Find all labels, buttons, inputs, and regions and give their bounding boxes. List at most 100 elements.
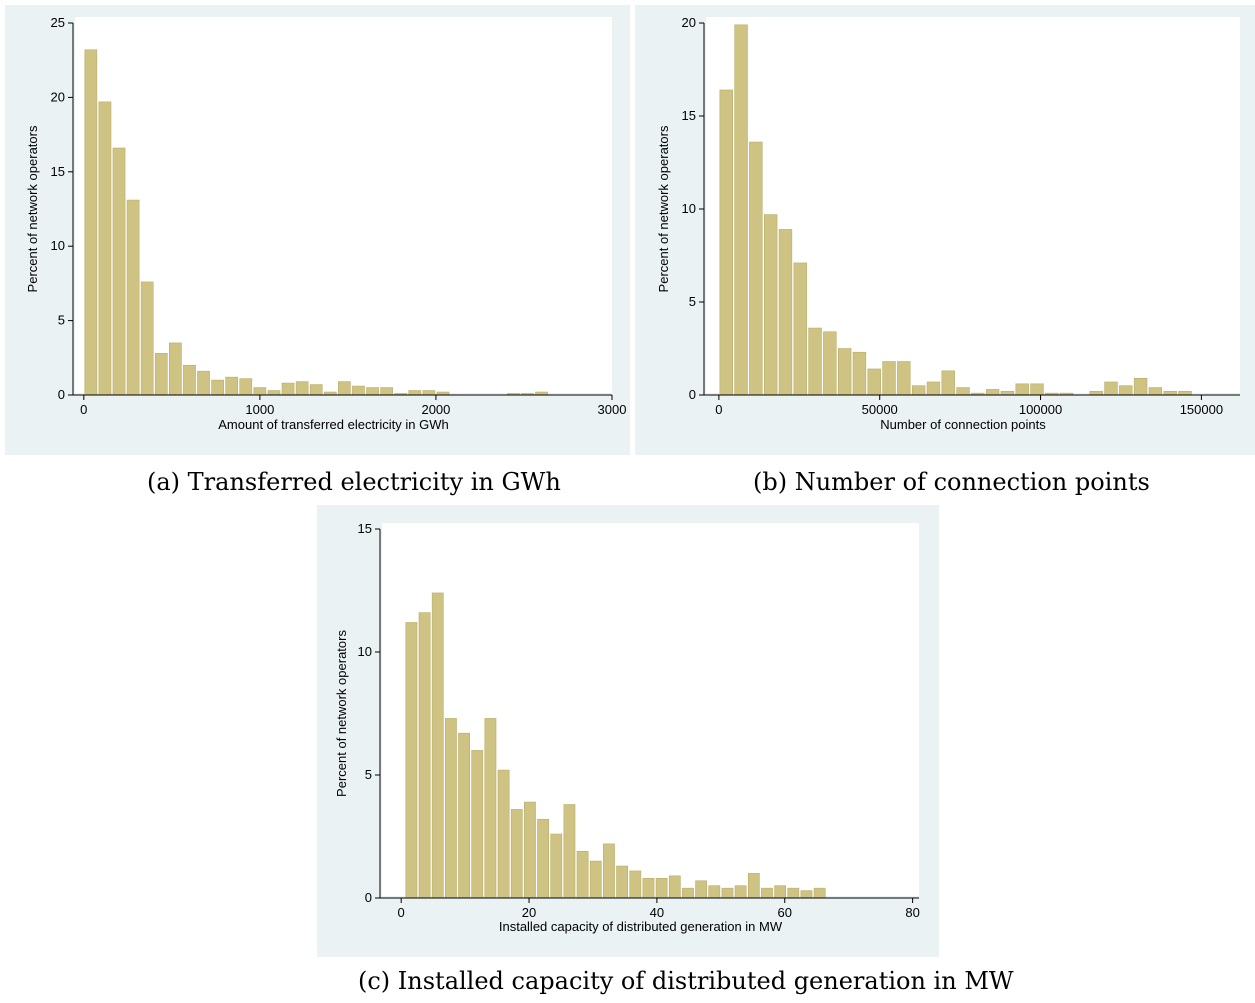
y-tick-label: 15: [51, 164, 65, 179]
histogram-bar: [537, 818, 549, 899]
histogram-bar: [852, 351, 867, 396]
histogram-bar: [352, 385, 365, 396]
histogram-bar: [823, 331, 837, 396]
histogram-bar: [793, 262, 807, 396]
histogram-bar: [1104, 381, 1118, 396]
caption-b: (b) Number of connection points: [753, 468, 1150, 496]
histogram-bar: [734, 24, 748, 396]
histogram-bar: [239, 378, 253, 396]
histogram-bar: [956, 387, 970, 396]
histogram-bar: [225, 376, 239, 396]
histogram-bar: [800, 890, 813, 899]
histogram-bar: [563, 804, 576, 899]
x-tick-label: 0: [80, 402, 87, 417]
histogram-bar: [183, 364, 196, 396]
histogram-bar: [408, 390, 422, 396]
histogram-bar: [655, 878, 668, 899]
histogram-bar: [763, 214, 778, 396]
histogram-bar: [1000, 390, 1015, 396]
x-axis-label: Number of connection points: [880, 417, 1046, 432]
y-tick-label: 0: [58, 387, 65, 402]
histogram-bar: [589, 860, 602, 899]
histogram-bar: [366, 387, 379, 396]
histogram-bar: [747, 873, 760, 899]
histogram-bar: [695, 880, 708, 899]
histogram-bar: [445, 718, 457, 899]
chart-panel-a: 0 5 10 15 20 25 0 1000 2000 3000 Amount of transfe…: [5, 5, 630, 455]
histogram-bar: [808, 327, 822, 396]
y-axis-label: Percent of network operators: [656, 125, 671, 292]
histogram-bar: [1030, 383, 1044, 396]
histogram-bar: [749, 141, 763, 396]
y-axis-label: Percent of network operators: [25, 125, 40, 292]
histogram-bar: [1015, 383, 1029, 396]
x-tick-label: 80: [905, 905, 919, 920]
histogram-bar: [787, 887, 800, 899]
y-tick-label: 15: [358, 521, 372, 536]
x-tick-label: 3000: [598, 402, 627, 417]
histogram-bar: [616, 865, 629, 899]
histogram-chart-c: 0 5 10 15 0 20 40 60 80 Installed capacity of dis…: [334, 521, 920, 934]
x-tick-label: 2000: [421, 402, 450, 417]
histogram-bar: [484, 718, 497, 899]
histogram-bar: [197, 370, 210, 396]
histogram-bar: [642, 878, 655, 899]
histogram-bar: [550, 833, 563, 899]
histogram-bar: [380, 387, 393, 396]
histogram-bar: [721, 887, 734, 899]
histogram-bar: [338, 381, 351, 396]
histogram-bar: [941, 370, 955, 396]
histogram-bar: [708, 885, 721, 899]
y-tick-label: 15: [682, 108, 696, 123]
y-tick-label: 5: [58, 313, 65, 328]
histogram-bar: [629, 870, 642, 899]
x-axis-label: Installed capacity of distributed genera…: [499, 919, 783, 934]
histogram-bar: [734, 885, 747, 899]
histogram-bar: [926, 381, 941, 396]
y-tick-label: 10: [682, 201, 696, 216]
histogram-bar: [1089, 390, 1103, 396]
histogram-bar: [497, 769, 510, 899]
x-axis-label: Amount of transferred electricity in GWh: [218, 417, 448, 432]
histogram-bar: [1119, 385, 1133, 396]
histogram-bar: [682, 887, 694, 899]
histogram-bar: [1133, 377, 1148, 396]
histogram-bar: [281, 382, 295, 396]
histogram-bar: [418, 612, 431, 899]
y-tick-label: 0: [365, 890, 372, 905]
histogram-bar: [471, 750, 484, 899]
histogram-bar: [911, 385, 926, 396]
histogram-bar: [897, 361, 911, 396]
histogram-bar: [668, 875, 681, 899]
histogram-bar: [140, 281, 154, 396]
histogram-bar: [98, 101, 112, 396]
histogram-bar: [761, 887, 773, 899]
histogram-bar: [1178, 390, 1192, 396]
histogram-bar: [405, 622, 418, 899]
y-tick-label: 20: [51, 89, 65, 104]
chart-panel-b: 0 5 10 15 20 0 50000 100000 150000 Number of conn…: [635, 5, 1255, 455]
x-tick-label: 0: [715, 402, 722, 417]
histogram-bar: [813, 887, 826, 899]
x-tick-label: 100000: [1019, 402, 1062, 417]
histogram-chart-b: 0 5 10 15 20 0 50000 100000 150000 Number of conn…: [656, 15, 1240, 432]
y-tick-label: 0: [689, 387, 696, 402]
x-tick-label: 20: [522, 905, 536, 920]
histogram-bar: [422, 390, 436, 396]
y-tick-label: 10: [358, 644, 372, 659]
histogram-bar: [169, 342, 182, 396]
histogram-bar: [603, 843, 615, 899]
histogram-bar: [774, 885, 787, 899]
y-axis-label: Percent of network operators: [334, 630, 349, 797]
x-tick-label: 50000: [862, 402, 898, 417]
histogram-bar: [576, 850, 589, 899]
histogram-bar: [882, 361, 896, 396]
histogram-bar: [458, 732, 470, 899]
x-tick-label: 60: [778, 905, 792, 920]
y-tick-label: 5: [365, 767, 372, 782]
histogram-bar: [985, 389, 1000, 396]
histogram-bar: [524, 801, 536, 899]
x-tick-label: 1000: [245, 402, 274, 417]
histogram-bar: [431, 592, 444, 899]
x-tick-label: 40: [650, 905, 664, 920]
